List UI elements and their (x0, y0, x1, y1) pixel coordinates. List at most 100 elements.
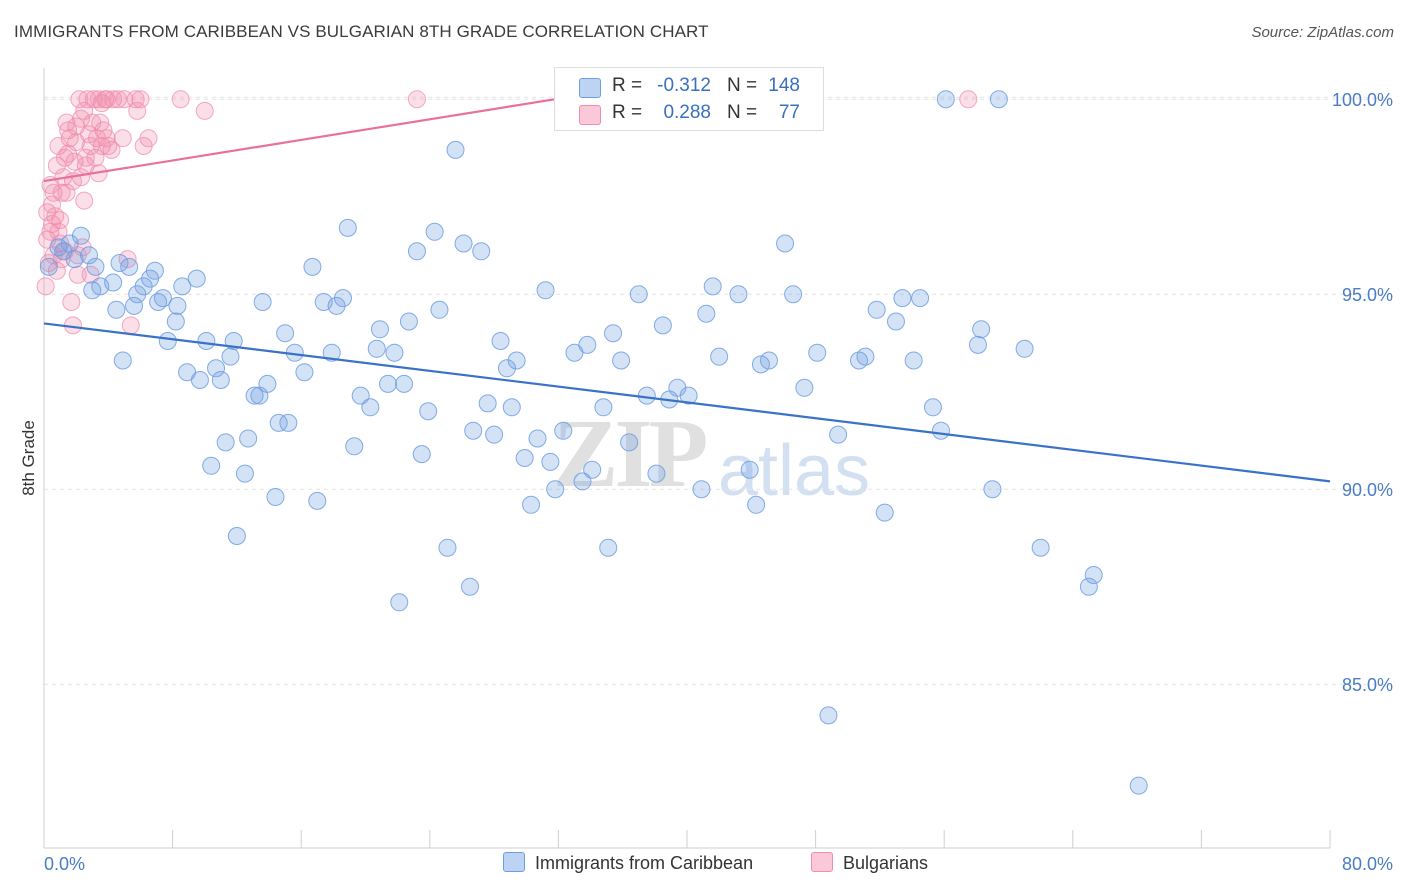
bulgarian-point (68, 265, 87, 284)
caribbean-point (345, 437, 364, 456)
caribbean-point (407, 242, 426, 261)
caribbean-point (39, 257, 58, 276)
caribbean-trend-line (43, 322, 1331, 483)
caribbean-point (502, 398, 521, 417)
caribbean-point (507, 351, 526, 370)
caribbean-point (460, 577, 479, 596)
caribbean-point (351, 386, 370, 405)
caribbean-point (385, 343, 404, 362)
caribbean-point (522, 495, 541, 514)
caribbean-point (808, 343, 827, 362)
caribbean-point (923, 398, 942, 417)
caribbean-point (239, 429, 258, 448)
caribbean-point (747, 495, 766, 514)
trend-lines (43, 98, 1331, 483)
caribbean-point (546, 480, 565, 499)
bulgarian-point (51, 211, 70, 230)
caribbean-point (446, 140, 465, 159)
caribbean-point (867, 300, 886, 319)
caribbean-point (258, 374, 277, 393)
caribbean-point (679, 386, 698, 405)
caribbean-point (931, 421, 950, 440)
caribbean-point (166, 312, 185, 331)
caribbean-point (303, 257, 322, 276)
legend-row-bulgarian: R = 0.288 N = 77 (555, 100, 823, 128)
caribbean-point (110, 254, 129, 272)
bulgarian-point (36, 277, 55, 296)
caribbean-point (637, 386, 656, 405)
legend-r-label: R = (612, 75, 643, 96)
caribbean-point (1079, 577, 1098, 596)
caribbean-point (412, 445, 431, 464)
caribbean-point (158, 332, 177, 350)
caribbean-point (472, 242, 491, 261)
bulgarian-point (139, 129, 158, 148)
caribbean-point (795, 378, 814, 397)
bulgarian-point (57, 183, 76, 202)
caribbean-point (697, 304, 716, 323)
bulgarian-point (65, 152, 84, 171)
caribbean-point (478, 394, 497, 413)
caribbean-point (211, 371, 230, 389)
caribbean-point (528, 429, 547, 448)
caribbean-point (692, 480, 711, 499)
bulgarian-point (121, 316, 140, 335)
bulgarian-point (171, 90, 190, 109)
caribbean-point (107, 300, 126, 319)
caribbean-point (819, 706, 838, 725)
bulgarian-point (76, 148, 95, 167)
y-tick-label: 95.0% (1342, 285, 1393, 305)
caribbean-point (221, 347, 240, 366)
bulgarian-points (36, 90, 978, 335)
caribbean-point (438, 538, 457, 557)
caribbean-point (367, 339, 386, 358)
caribbean-point (729, 285, 748, 304)
watermark-zip: ZIP (553, 400, 708, 508)
caribbean-point (1031, 538, 1050, 557)
caribbean-point (583, 460, 602, 479)
caribbean-point (485, 425, 504, 444)
bulgarian-point (128, 101, 147, 120)
legend-n-label: N = (727, 102, 758, 123)
caribbean-point (515, 449, 534, 467)
caribbean-point (333, 289, 352, 308)
caribbean-point (1015, 339, 1034, 358)
caribbean-point (266, 488, 285, 506)
bulgarian-point (126, 90, 145, 109)
bulgarian-point (131, 90, 150, 109)
bulgarian-point (49, 137, 68, 155)
bottom-swatch-caribbean (503, 852, 525, 872)
caribbean-point (168, 296, 187, 315)
caribbean-point (153, 289, 172, 308)
chart-title: IMMIGRANTS FROM CARIBBEAN VS BULGARIAN 8… (14, 22, 709, 41)
stats-legend: R = -0.312 N = 148 R = 0.288 N = 77 (554, 67, 824, 131)
caribbean-point (972, 320, 991, 339)
tick-labels: 85.0% 90.0% 95.0% 100.0% 0.0% 80.0% (44, 90, 1393, 874)
caribbean-point (1084, 566, 1103, 584)
legend-r-value: 0.288 (663, 102, 711, 123)
caribbean-point (216, 433, 235, 452)
legend-n-value: 148 (768, 75, 800, 96)
y-tick-label: 90.0% (1342, 480, 1393, 500)
legend-row-caribbean: R = -0.312 N = 148 (555, 73, 823, 101)
caribbean-point (207, 359, 226, 378)
caribbean-point (370, 320, 389, 339)
caribbean-point (120, 257, 139, 276)
caribbean-point (197, 332, 216, 350)
caribbean-point (269, 413, 288, 432)
bulgarian-point (113, 129, 132, 148)
caribbean-point (612, 351, 631, 370)
axes (43, 68, 1331, 849)
bulgarian-point (195, 101, 214, 120)
caribbean-point (71, 226, 90, 245)
bulgarian-point (62, 293, 81, 311)
bulgarian-point (407, 90, 426, 109)
legend-swatch-caribbean (579, 78, 601, 98)
caribbean-point (338, 218, 357, 237)
caribbean-point (86, 257, 105, 276)
caribbean-point (322, 343, 341, 362)
caribbean-point (279, 413, 298, 432)
x-tick-label: 80.0% (1342, 854, 1393, 874)
caribbean-point (710, 347, 729, 366)
